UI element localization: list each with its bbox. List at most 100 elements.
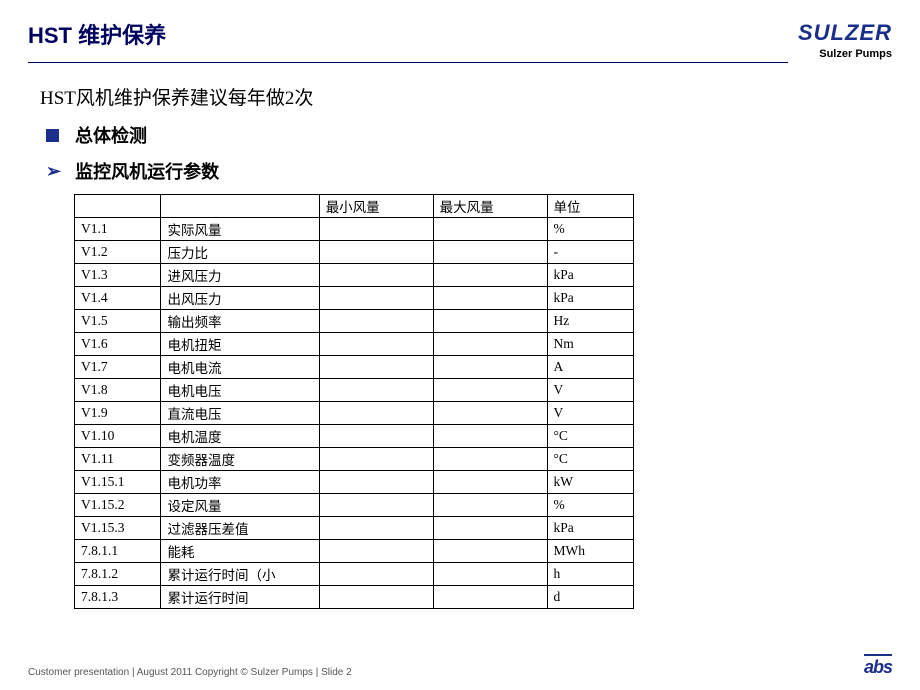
- table-cell: [433, 586, 547, 609]
- table-cell: V1.10: [75, 425, 161, 448]
- brand-subtitle: Sulzer Pumps: [798, 48, 892, 60]
- subtitle: HST风机维护保养建议每年做2次: [40, 83, 880, 110]
- bullet-row-1: 总体检测: [46, 122, 880, 148]
- bullet-text-2: 监控风机运行参数: [75, 158, 219, 184]
- table-cell: [433, 287, 547, 310]
- th-max: 最大风量: [433, 195, 547, 218]
- table-row: 7.8.1.3累计运行时间 d: [75, 586, 634, 609]
- table-cell: 变频器温度: [161, 448, 319, 471]
- table-cell: [433, 264, 547, 287]
- table-cell: °C: [547, 448, 634, 471]
- table-cell: [433, 356, 547, 379]
- table-cell: [319, 586, 433, 609]
- table-cell: 输出频率: [161, 310, 319, 333]
- table-cell: V1.8: [75, 379, 161, 402]
- table-cell: 累计运行时间: [161, 586, 319, 609]
- table-cell: V1.9: [75, 402, 161, 425]
- table-cell: A: [547, 356, 634, 379]
- table-row: V1.15.3过滤器压差值kPa: [75, 517, 634, 540]
- table-cell: [433, 563, 547, 586]
- abs-logo: abs: [864, 654, 892, 678]
- table-row: V1.2压力比 -: [75, 241, 634, 264]
- table-cell: [433, 402, 547, 425]
- table-cell: kPa: [547, 287, 634, 310]
- table-cell: [433, 448, 547, 471]
- th-code: [75, 195, 161, 218]
- table-row: V1.1实际风量%: [75, 218, 634, 241]
- table-cell: V: [547, 379, 634, 402]
- table-header: 最小风量 最大风量 单位: [75, 195, 634, 218]
- bullet-text-1: 总体检测: [75, 122, 147, 148]
- table-header-row: 最小风量 最大风量 单位: [75, 195, 634, 218]
- table-row: V1.3进风压力 kPa: [75, 264, 634, 287]
- table-cell: [433, 218, 547, 241]
- table-cell: V1.6: [75, 333, 161, 356]
- table-row: V1.9直流电压V: [75, 402, 634, 425]
- table-cell: 出风压力: [161, 287, 319, 310]
- table-cell: 7.8.1.2: [75, 563, 161, 586]
- th-min: 最小风量: [319, 195, 433, 218]
- table-row: 7.8.1.1能耗MWh: [75, 540, 634, 563]
- table-cell: [433, 540, 547, 563]
- parameters-table: 最小风量 最大风量 单位 V1.1实际风量%V1.2压力比 - V1.3进风压力 kP…: [74, 194, 634, 609]
- table-cell: kPa: [547, 264, 634, 287]
- table-cell: V: [547, 402, 634, 425]
- table-cell: [319, 218, 433, 241]
- table-cell: [433, 333, 547, 356]
- table-cell: 电机电流: [161, 356, 319, 379]
- table-cell: -: [547, 241, 634, 264]
- page-title: HST 维护保养: [28, 18, 798, 60]
- table-cell: %: [547, 218, 634, 241]
- table-cell: [319, 379, 433, 402]
- table-cell: 累计运行时间（小: [161, 563, 319, 586]
- table-cell: h: [547, 563, 634, 586]
- arrow-bullet-icon: ➢: [46, 161, 61, 182]
- table-cell: [319, 494, 433, 517]
- table-cell: [319, 448, 433, 471]
- th-desc: [161, 195, 319, 218]
- table-cell: [319, 264, 433, 287]
- table-cell: 能耗: [161, 540, 319, 563]
- table-cell: 电机功率: [161, 471, 319, 494]
- table-cell: 电机温度: [161, 425, 319, 448]
- table-row: V1.7电机电流 A: [75, 356, 634, 379]
- table-cell: V1.2: [75, 241, 161, 264]
- table-cell: d: [547, 586, 634, 609]
- table-cell: V1.11: [75, 448, 161, 471]
- table-cell: [319, 241, 433, 264]
- table-cell: %: [547, 494, 634, 517]
- table-row: 7.8.1.2累计运行时间（小 h: [75, 563, 634, 586]
- table-cell: [319, 402, 433, 425]
- table-cell: 进风压力: [161, 264, 319, 287]
- table-row: V1.8电机电压V: [75, 379, 634, 402]
- footer-text: Customer presentation | August 2011 Copy…: [28, 667, 352, 678]
- table-cell: [319, 310, 433, 333]
- bullet-row-2: ➢ 监控风机运行参数: [46, 158, 880, 184]
- table-cell: V1.15.3: [75, 517, 161, 540]
- table-cell: [433, 425, 547, 448]
- th-unit: 单位: [547, 195, 634, 218]
- table-cell: [433, 517, 547, 540]
- title-rule: [28, 62, 788, 63]
- table-cell: V1.1: [75, 218, 161, 241]
- table-cell: [433, 471, 547, 494]
- table-cell: [433, 310, 547, 333]
- table-cell: [319, 333, 433, 356]
- table-cell: [319, 287, 433, 310]
- table-cell: kW: [547, 471, 634, 494]
- table-cell: 7.8.1.3: [75, 586, 161, 609]
- table-cell: kPa: [547, 517, 634, 540]
- table-cell: V1.7: [75, 356, 161, 379]
- table-cell: V1.3: [75, 264, 161, 287]
- table-cell: [319, 471, 433, 494]
- table-cell: [319, 563, 433, 586]
- table-cell: V1.15.2: [75, 494, 161, 517]
- table-cell: 压力比: [161, 241, 319, 264]
- table-cell: V1.4: [75, 287, 161, 310]
- table-row: V1.5输出频率Hz: [75, 310, 634, 333]
- content-area: HST风机维护保养建议每年做2次 总体检测 ➢ 监控风机运行参数 最小风量 最大…: [0, 63, 920, 609]
- table-row: V1.6电机扭矩Nm: [75, 333, 634, 356]
- table-cell: V1.5: [75, 310, 161, 333]
- table-cell: [319, 425, 433, 448]
- table-row: V1.11变频器温度 °C: [75, 448, 634, 471]
